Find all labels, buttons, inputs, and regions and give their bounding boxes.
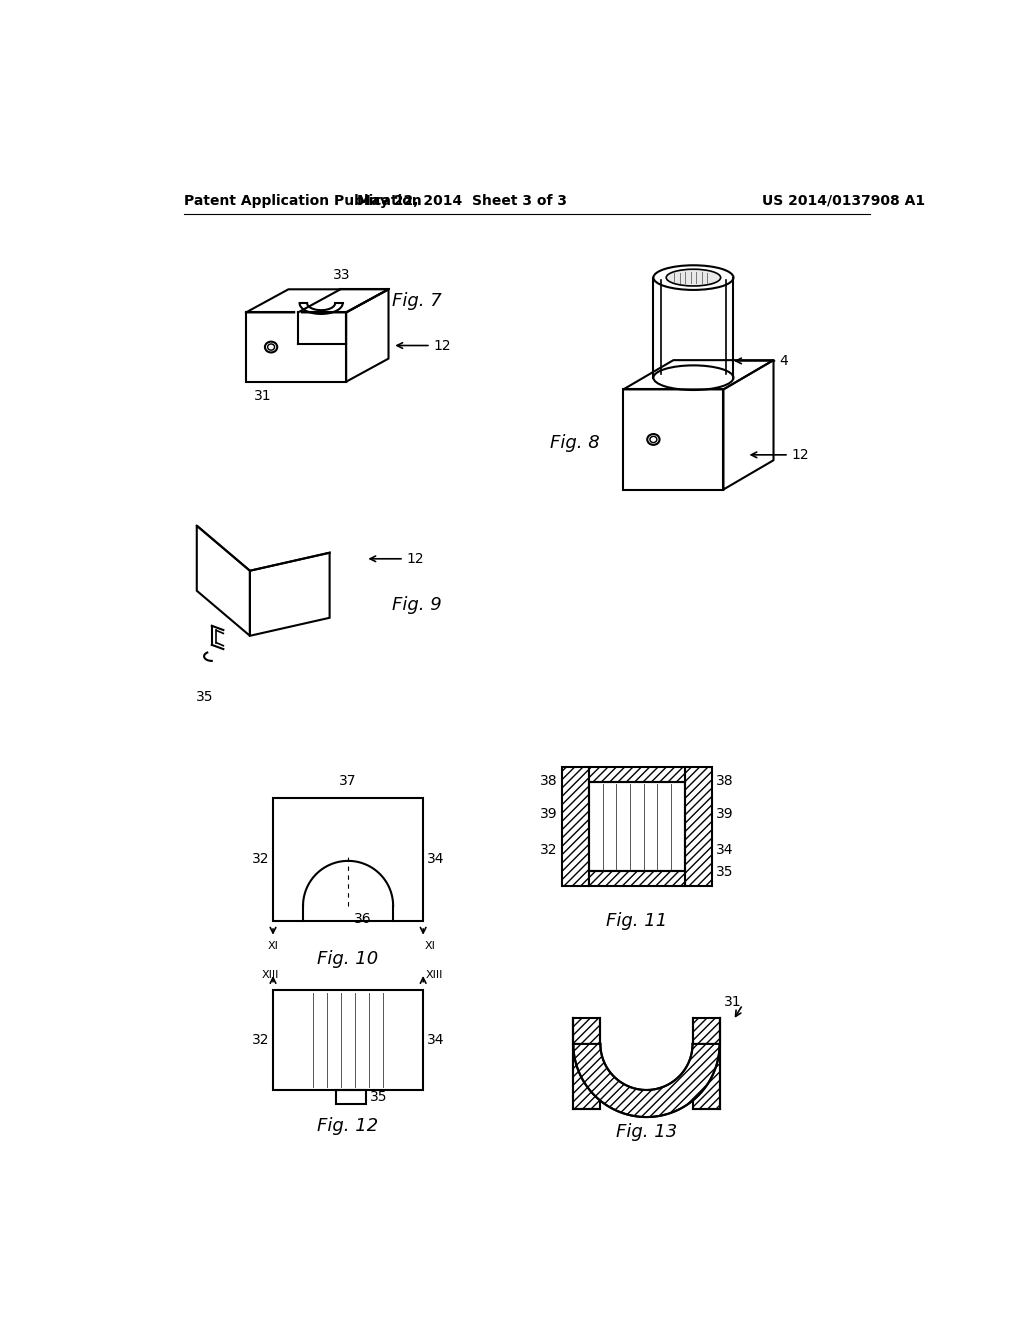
Text: XIII: XIII (425, 970, 442, 979)
Text: 34: 34 (716, 843, 733, 857)
Text: 39: 39 (541, 808, 558, 821)
Text: 38: 38 (541, 774, 558, 788)
Text: 32: 32 (252, 1034, 269, 1047)
PathPatch shape (573, 1044, 720, 1117)
Text: 31: 31 (254, 388, 271, 403)
Text: Fig. 9: Fig. 9 (392, 597, 442, 614)
Text: 35: 35 (197, 690, 214, 705)
Text: 34: 34 (427, 853, 444, 866)
Bar (336, 1090, 367, 1104)
Text: 37: 37 (339, 775, 356, 788)
Text: 12: 12 (792, 447, 809, 462)
Text: 31: 31 (724, 995, 741, 1008)
Ellipse shape (653, 265, 733, 290)
Text: 32: 32 (252, 853, 269, 866)
Text: 36: 36 (354, 912, 372, 927)
Text: May 22, 2014  Sheet 3 of 3: May 22, 2014 Sheet 3 of 3 (356, 194, 566, 207)
Text: 4: 4 (779, 354, 788, 368)
Text: XI: XI (267, 941, 279, 950)
Text: XIII: XIII (262, 970, 280, 979)
Text: Fig. 13: Fig. 13 (615, 1123, 677, 1142)
Bar (273, 797, 423, 921)
Text: XI: XI (425, 941, 435, 950)
Text: 32: 32 (541, 843, 558, 857)
Bar (273, 990, 423, 1090)
Bar (562, 767, 589, 886)
Bar (692, 1018, 720, 1109)
Text: Fig. 12: Fig. 12 (317, 1117, 379, 1135)
Text: 33: 33 (333, 268, 350, 282)
Text: 12: 12 (407, 552, 424, 566)
Ellipse shape (667, 269, 721, 286)
Text: Fig. 11: Fig. 11 (606, 912, 668, 929)
Bar (573, 1018, 600, 1109)
Bar (589, 783, 685, 870)
Text: 39: 39 (716, 808, 733, 821)
Text: 35: 35 (370, 1090, 387, 1104)
Text: Fig. 7: Fig. 7 (392, 292, 442, 310)
Text: Fig. 10: Fig. 10 (317, 950, 379, 968)
Text: US 2014/0137908 A1: US 2014/0137908 A1 (762, 194, 925, 207)
Text: 35: 35 (716, 865, 733, 879)
Bar (589, 870, 685, 886)
Text: 38: 38 (716, 774, 733, 788)
Text: 12: 12 (433, 338, 451, 352)
Ellipse shape (653, 366, 733, 389)
Text: Patent Application Publication: Patent Application Publication (184, 194, 422, 207)
Bar (685, 767, 712, 886)
Bar (589, 767, 685, 783)
Text: Fig. 8: Fig. 8 (550, 434, 600, 453)
Text: 34: 34 (427, 1034, 444, 1047)
